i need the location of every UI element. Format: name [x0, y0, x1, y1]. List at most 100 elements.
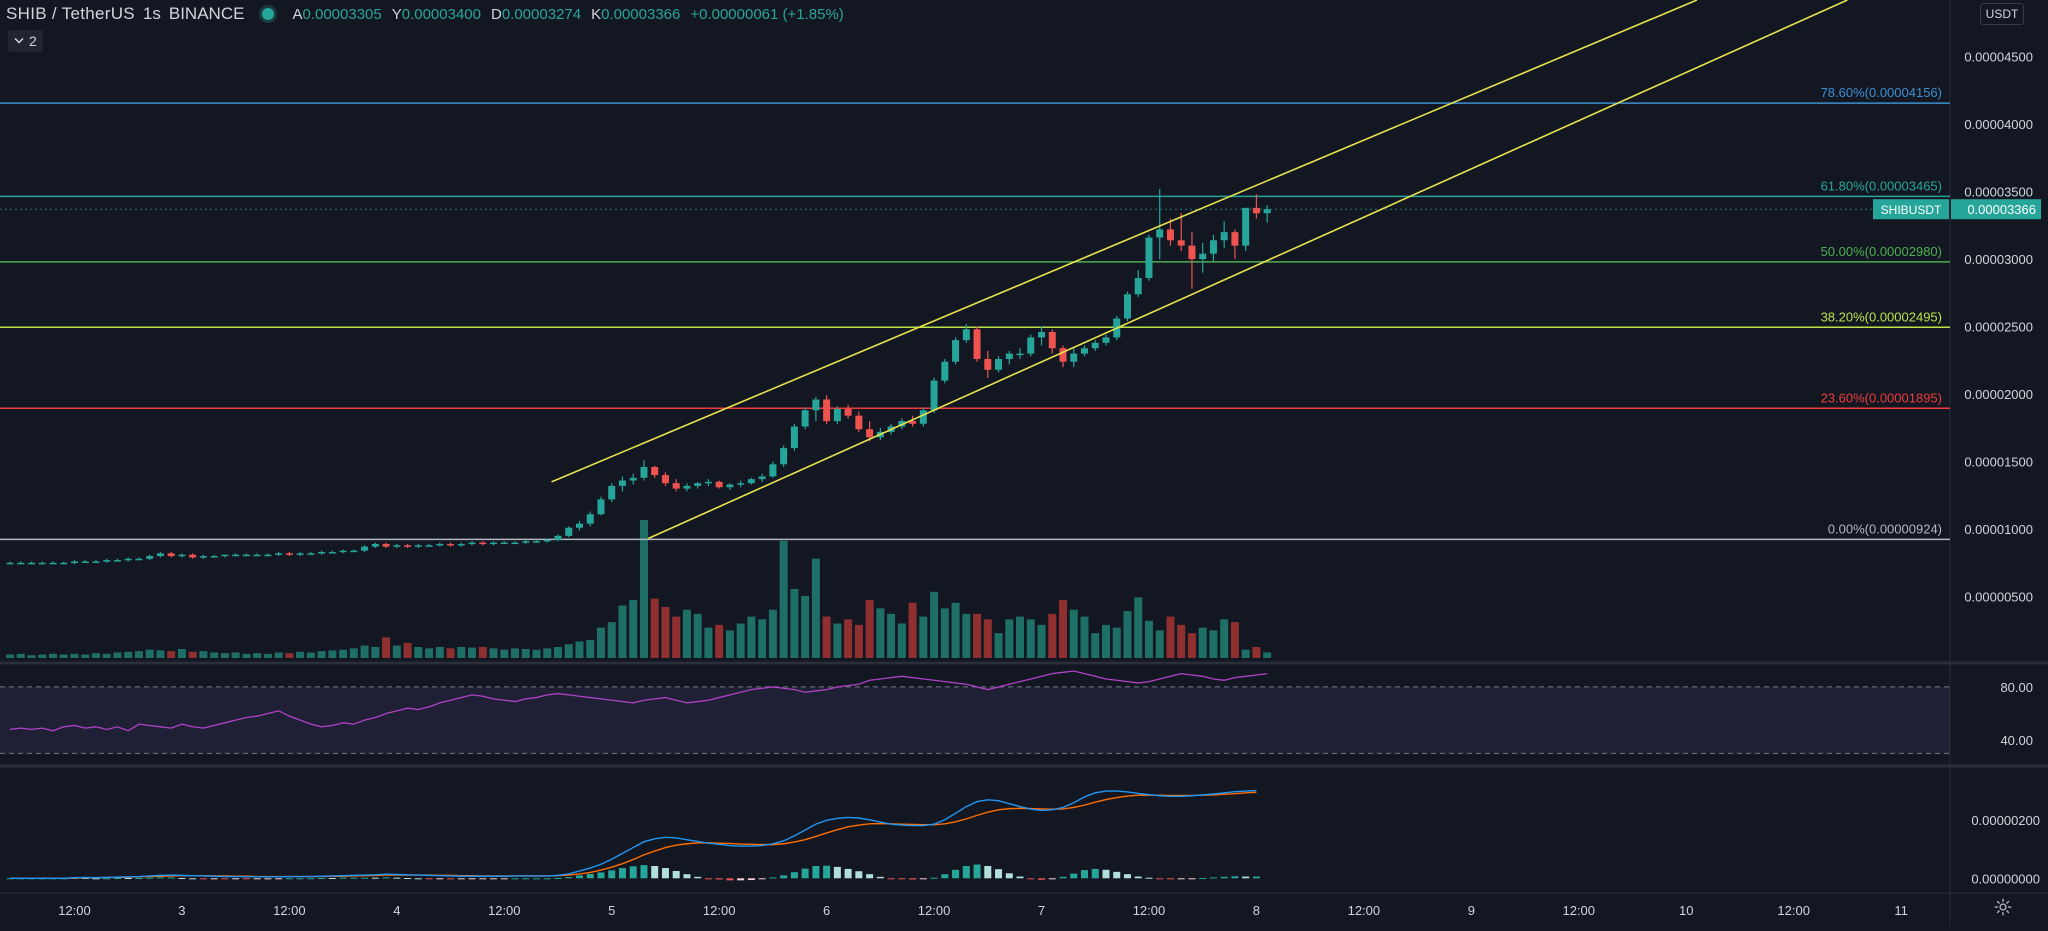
volume-bar	[113, 652, 122, 658]
candle-body	[1016, 353, 1024, 356]
candle-body	[189, 554, 197, 558]
candle-body	[683, 485, 691, 489]
macd-histogram-bar	[124, 878, 132, 879]
trend-channel-line	[647, 0, 1848, 540]
macd-histogram-bar	[189, 878, 197, 880]
volume-bar	[27, 655, 36, 658]
volume-bar	[811, 558, 820, 658]
candle-body	[1209, 240, 1217, 254]
macd-histogram-bar	[1252, 876, 1260, 879]
macd-histogram-bar	[350, 877, 358, 879]
volume-bar	[1209, 630, 1218, 658]
macd-histogram-bar	[425, 878, 433, 880]
volume-bar	[973, 613, 982, 658]
volume-bar	[532, 649, 541, 658]
trend-channel-line	[551, 0, 1698, 483]
volume-bar	[575, 641, 584, 658]
last-price-tag	[1951, 199, 2041, 220]
macd-histogram-bar	[790, 872, 798, 879]
candle-body	[6, 562, 14, 565]
gear-icon[interactable]	[1992, 896, 2014, 918]
candle-body	[49, 562, 57, 565]
candle-body	[1134, 278, 1142, 295]
symbol-price-tag	[1873, 199, 1949, 220]
time-tick-label: 12:00	[1777, 903, 1810, 918]
macd-histogram-bar	[930, 877, 938, 879]
time-tick-label: 12:00	[1133, 903, 1166, 918]
macd-histogram-bar	[436, 878, 444, 880]
candle-body	[479, 542, 487, 545]
volume-bar	[500, 649, 509, 658]
volume-bar	[854, 624, 863, 658]
volume-bar	[242, 653, 251, 658]
indicators-collapse-button[interactable]: 2	[8, 30, 43, 52]
volume-bar	[1134, 597, 1143, 658]
volume-bar	[983, 619, 992, 658]
currency-badge[interactable]: USDT	[1980, 3, 2024, 25]
macd-histogram-bar	[1038, 878, 1046, 880]
time-tick-label: 12:00	[273, 903, 306, 918]
low-value: 0.00003274	[501, 5, 582, 23]
volume-bar	[930, 591, 939, 658]
volume-bar	[1112, 627, 1121, 658]
candle-body	[995, 359, 1003, 370]
volume-bar	[629, 600, 638, 658]
volume-bar	[1263, 652, 1272, 658]
volume-bar	[6, 654, 14, 658]
macd-histogram-bar	[1016, 876, 1024, 879]
volume-bar	[833, 623, 842, 658]
symbol-legend: SHIB / TetherUS 1s BINANCE A0.00003305 Y…	[6, 2, 844, 26]
candle-body	[1263, 209, 1271, 214]
macd-histogram-bar	[1188, 878, 1196, 880]
candle-body	[855, 415, 863, 430]
candle-body	[1123, 294, 1131, 319]
volume-bar	[285, 653, 294, 658]
time-tick-label: 12:00	[1348, 903, 1381, 918]
volume-bar	[274, 652, 283, 658]
macd-histogram-bar	[146, 877, 154, 879]
rsi-band-fill	[0, 686, 1950, 754]
candle-body	[318, 552, 326, 554]
macd-histogram-bar	[178, 878, 186, 879]
volume-bar	[887, 613, 896, 658]
change-value: +0.00000061 (+1.85%)	[690, 5, 844, 23]
macd-histogram-bar	[479, 878, 487, 880]
volume-bar	[371, 646, 380, 658]
macd-histogram-bar	[1091, 868, 1099, 879]
candle-body	[608, 485, 616, 500]
candle-body	[210, 556, 218, 558]
candle-body	[81, 561, 89, 563]
volume-bar	[736, 623, 745, 658]
candle-body	[468, 542, 476, 545]
macd-histogram-bar	[833, 866, 841, 879]
macd-histogram-bar	[285, 878, 293, 880]
macd-histogram-bar	[640, 865, 648, 879]
macd-histogram-bar	[715, 878, 723, 880]
price-tick-label: 0.00003500	[1964, 185, 2033, 200]
candle-body	[1188, 245, 1196, 260]
volume-bar	[543, 648, 552, 658]
macd-histogram-bar	[447, 878, 455, 880]
volume-bar	[618, 605, 627, 658]
volume-bar	[1230, 622, 1239, 658]
candle-body	[618, 480, 626, 486]
volume-bar	[779, 540, 788, 658]
macd-histogram-bar	[995, 869, 1003, 879]
volume-bar	[876, 608, 885, 658]
macd-histogram-bar	[296, 878, 304, 880]
price-tick-label: 0.00001500	[1964, 455, 2033, 470]
candle-body	[1199, 253, 1207, 260]
macd-histogram-bar	[1156, 878, 1164, 880]
macd-histogram-bar	[909, 878, 917, 880]
price-tick-label: 0.00003000	[1964, 252, 2033, 267]
symbol-name[interactable]: SHIB / TetherUS	[6, 4, 135, 23]
candle-body	[103, 560, 111, 562]
volume-bar	[865, 600, 874, 658]
time-tick-label: 12:00	[703, 903, 736, 918]
candle-body	[1220, 232, 1228, 241]
macd-histogram-bar	[984, 866, 992, 879]
candle-body	[447, 543, 455, 546]
interval-label[interactable]: 1s	[142, 4, 161, 23]
